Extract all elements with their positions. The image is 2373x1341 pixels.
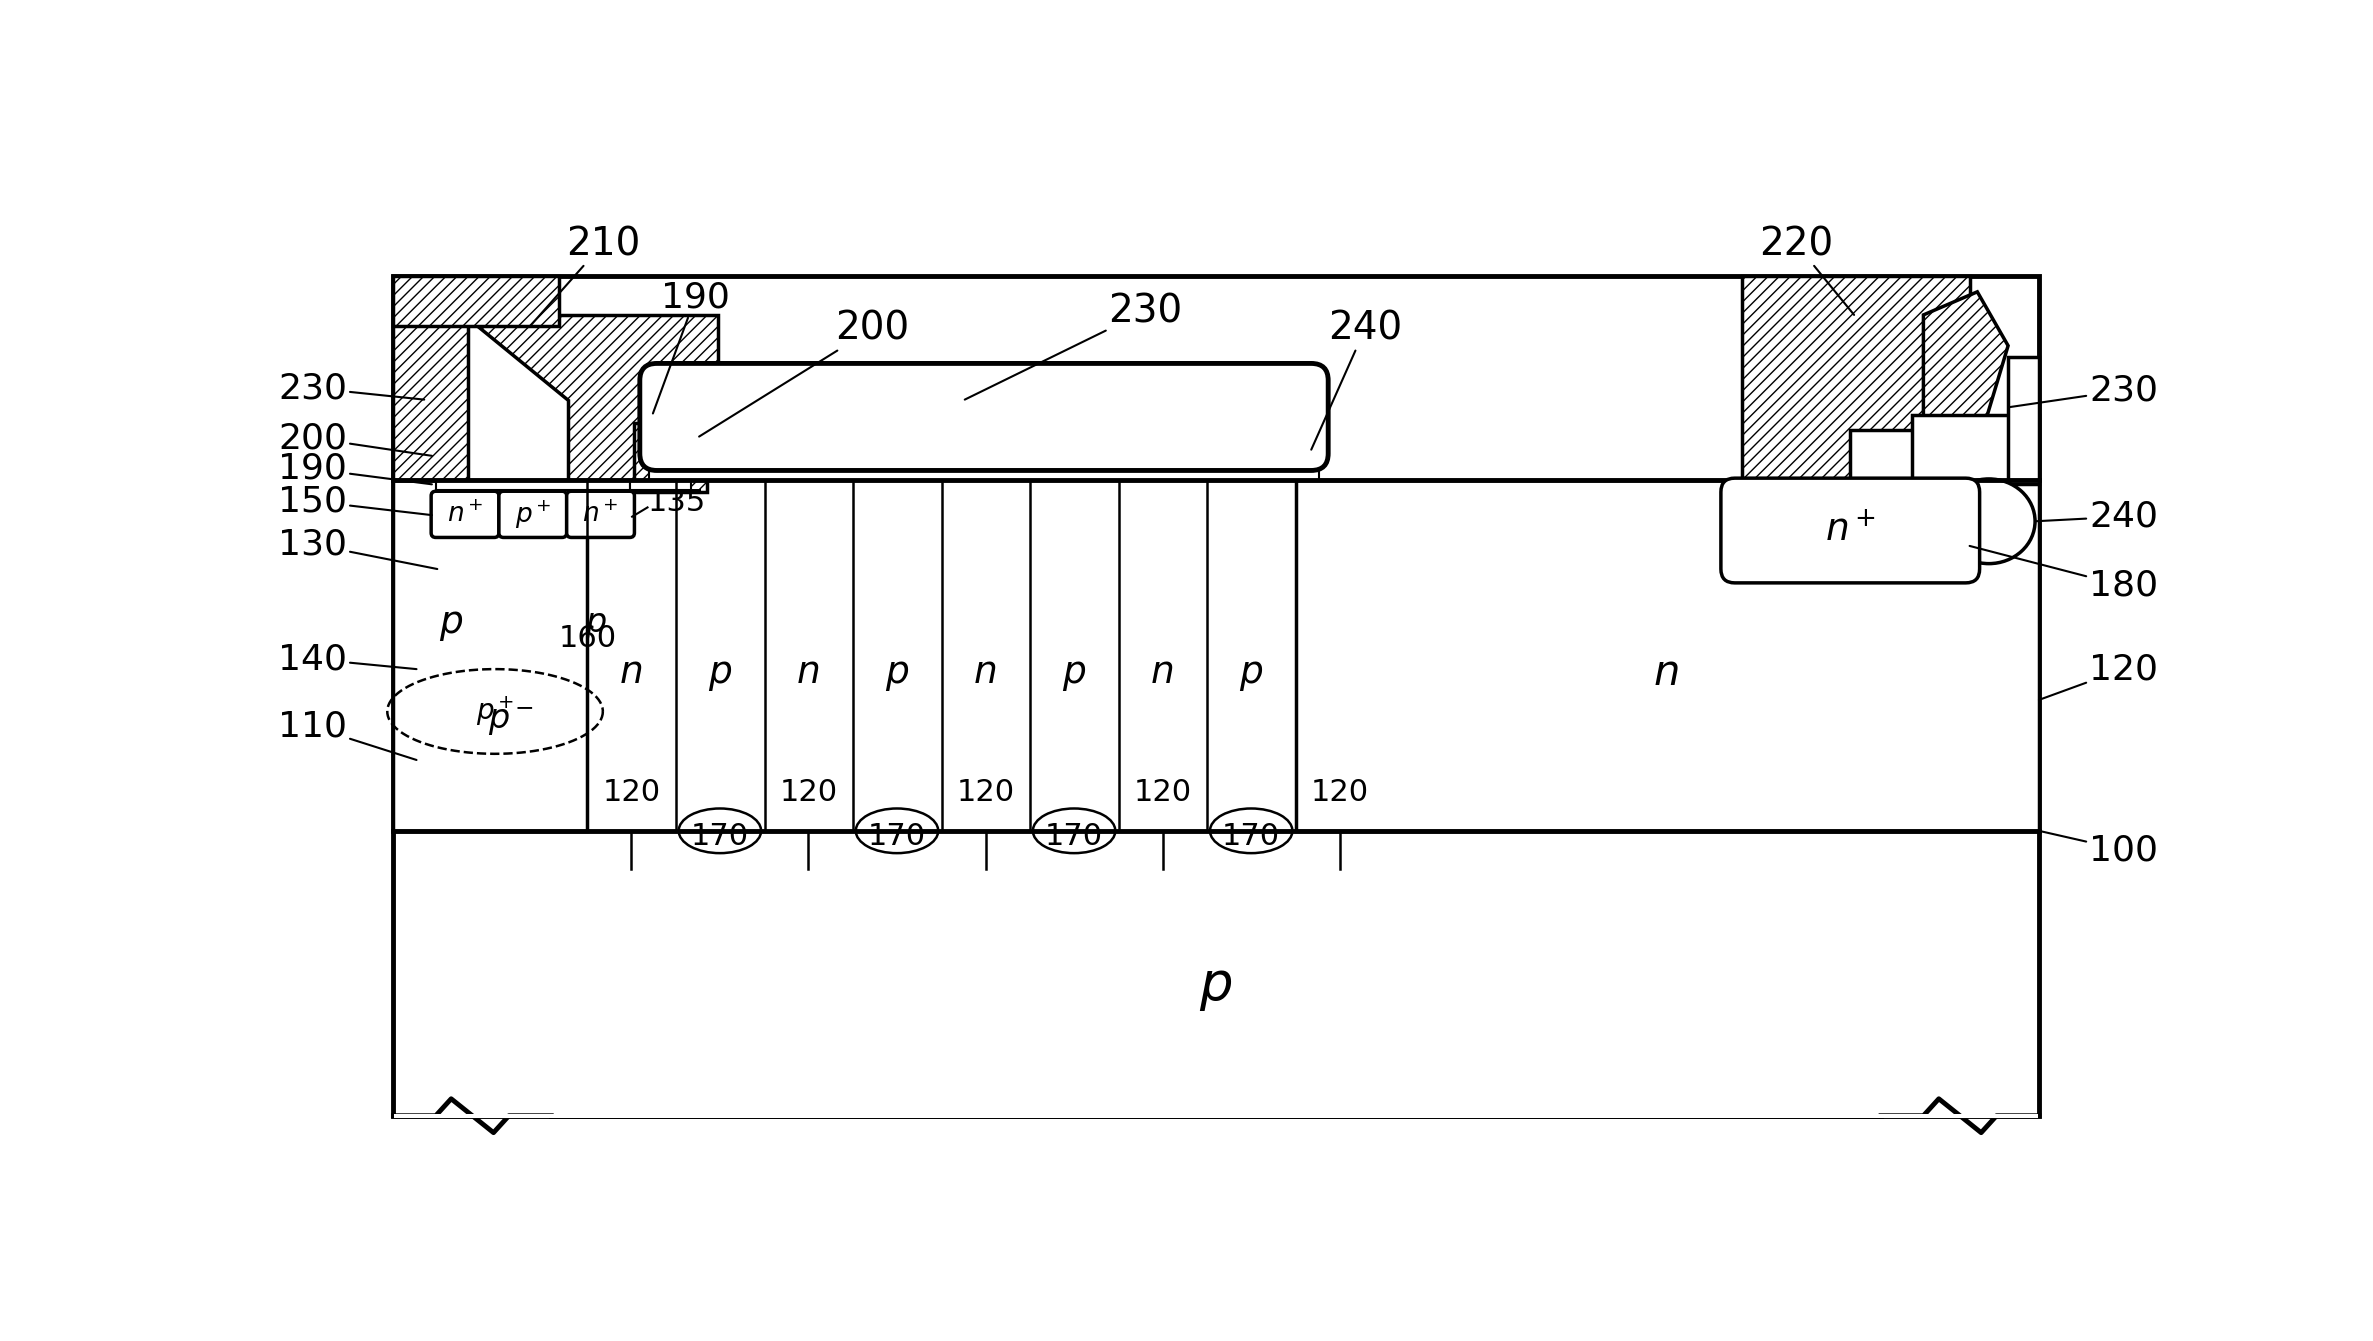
Bar: [1296, 480, 2038, 831]
Text: 110: 110: [278, 709, 418, 760]
Text: n: n: [1654, 652, 1680, 695]
Polygon shape: [465, 315, 719, 480]
Ellipse shape: [679, 809, 762, 853]
Text: 240: 240: [2036, 500, 2157, 534]
Bar: [634, 422, 707, 492]
Text: 130: 130: [278, 527, 437, 569]
Text: 120: 120: [1134, 778, 1191, 807]
Text: 120: 120: [1310, 778, 1369, 807]
Text: p: p: [584, 606, 605, 640]
Text: 170: 170: [691, 822, 750, 852]
FancyBboxPatch shape: [432, 491, 498, 538]
FancyBboxPatch shape: [498, 491, 567, 538]
Text: 200: 200: [278, 421, 432, 456]
Polygon shape: [394, 276, 467, 480]
Text: 240: 240: [1312, 310, 1402, 449]
Text: n: n: [619, 654, 643, 691]
Text: 140: 140: [278, 642, 418, 676]
Text: p: p: [1198, 959, 1232, 1011]
Text: 160: 160: [558, 624, 617, 653]
Text: 210: 210: [529, 225, 641, 326]
Text: 180: 180: [1970, 546, 2157, 603]
FancyBboxPatch shape: [567, 491, 634, 538]
Text: 120: 120: [778, 778, 838, 807]
Text: 120: 120: [603, 778, 660, 807]
Text: 170: 170: [1044, 822, 1103, 852]
Text: 200: 200: [700, 310, 909, 437]
Text: p$^+$: p$^+$: [515, 498, 551, 531]
Text: n$^+$: n$^+$: [446, 502, 484, 527]
Ellipse shape: [1210, 809, 1293, 853]
Bar: [394, 276, 2038, 1116]
Text: n: n: [797, 654, 821, 691]
Text: p$^+$: p$^+$: [477, 695, 515, 728]
Ellipse shape: [857, 809, 937, 853]
Polygon shape: [394, 276, 560, 326]
Text: 100: 100: [2038, 831, 2157, 868]
Text: 220: 220: [1758, 225, 1853, 315]
Text: n: n: [1151, 654, 1175, 691]
Text: 170: 170: [869, 822, 925, 852]
Text: p$^-$: p$^-$: [489, 705, 534, 738]
Text: p: p: [439, 605, 463, 641]
Bar: [629, 480, 691, 489]
Text: 170: 170: [1222, 822, 1281, 852]
Text: 230: 230: [966, 292, 1182, 400]
Text: n: n: [973, 654, 997, 691]
Text: 120: 120: [2038, 652, 2157, 700]
Ellipse shape: [1032, 809, 1115, 853]
FancyBboxPatch shape: [641, 363, 1329, 471]
Text: 120: 120: [956, 778, 1016, 807]
Text: n$^+$: n$^+$: [581, 502, 619, 527]
Text: 190: 190: [278, 452, 432, 485]
Bar: [437, 480, 629, 489]
FancyBboxPatch shape: [1720, 479, 1979, 583]
Text: 230: 230: [2008, 373, 2157, 408]
Text: 230: 230: [278, 371, 425, 405]
Bar: [650, 469, 1319, 480]
Bar: [1913, 414, 2038, 484]
Text: p: p: [1239, 654, 1262, 691]
Text: p: p: [885, 654, 909, 691]
Text: 135: 135: [648, 488, 705, 518]
Polygon shape: [1925, 292, 2008, 422]
Bar: [2008, 357, 2038, 480]
Polygon shape: [1742, 276, 1970, 492]
Text: 190: 190: [653, 282, 729, 413]
Bar: [394, 357, 425, 480]
Text: n$^+$: n$^+$: [1825, 512, 1875, 548]
Bar: [394, 1114, 2038, 1118]
Text: p: p: [707, 654, 731, 691]
Bar: [394, 480, 589, 831]
Text: 150: 150: [278, 484, 432, 518]
Text: p: p: [1063, 654, 1087, 691]
Ellipse shape: [1943, 479, 2036, 563]
